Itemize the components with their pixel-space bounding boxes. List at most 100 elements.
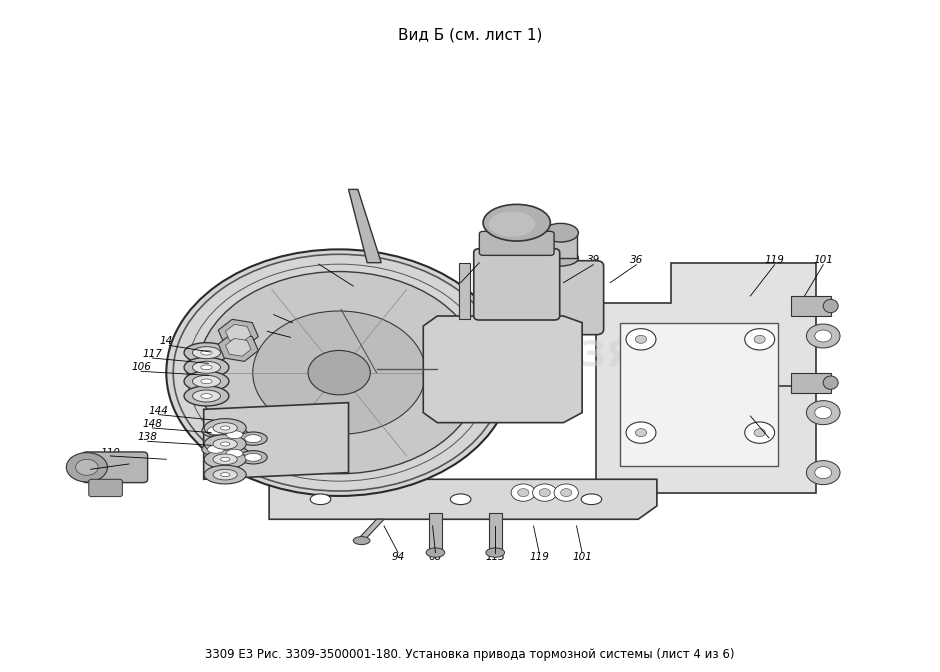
Text: 63: 63 [267, 306, 280, 316]
Ellipse shape [221, 472, 230, 476]
Circle shape [511, 484, 536, 501]
Ellipse shape [213, 423, 237, 433]
FancyBboxPatch shape [791, 373, 831, 392]
Circle shape [744, 329, 775, 350]
FancyBboxPatch shape [545, 233, 576, 258]
Ellipse shape [489, 212, 536, 237]
Text: 39: 39 [587, 255, 600, 265]
Circle shape [635, 429, 647, 437]
Ellipse shape [193, 362, 221, 374]
Circle shape [626, 422, 656, 444]
Ellipse shape [244, 435, 261, 443]
Ellipse shape [221, 428, 248, 442]
Circle shape [166, 249, 512, 496]
Circle shape [626, 329, 656, 350]
Circle shape [754, 335, 765, 343]
Text: 106: 106 [132, 362, 151, 372]
Ellipse shape [486, 548, 505, 557]
Circle shape [807, 460, 840, 485]
Ellipse shape [543, 223, 578, 242]
Ellipse shape [193, 376, 221, 387]
Circle shape [744, 422, 775, 444]
Ellipse shape [221, 426, 230, 430]
Circle shape [308, 351, 370, 395]
Circle shape [815, 466, 832, 478]
Ellipse shape [184, 343, 229, 363]
Text: 24: 24 [473, 253, 486, 262]
Ellipse shape [483, 204, 550, 241]
Text: Вид Б (см. лист 1): Вид Б (см. лист 1) [398, 28, 542, 42]
Ellipse shape [239, 451, 267, 464]
Text: 36: 36 [630, 255, 643, 265]
Ellipse shape [227, 450, 243, 457]
Ellipse shape [201, 394, 212, 398]
Circle shape [560, 489, 572, 497]
Polygon shape [423, 316, 582, 423]
Text: 101: 101 [572, 552, 592, 562]
Text: 94: 94 [391, 552, 405, 562]
Ellipse shape [202, 424, 230, 437]
FancyBboxPatch shape [88, 479, 122, 497]
Circle shape [518, 489, 529, 497]
Ellipse shape [213, 469, 237, 480]
Text: 119: 119 [529, 552, 549, 562]
Circle shape [533, 484, 556, 501]
Circle shape [540, 489, 550, 497]
Circle shape [635, 335, 647, 343]
Ellipse shape [310, 494, 331, 505]
Circle shape [197, 271, 481, 474]
Ellipse shape [193, 347, 221, 359]
Circle shape [815, 407, 832, 419]
Text: 119: 119 [765, 255, 785, 265]
Ellipse shape [353, 537, 370, 544]
FancyBboxPatch shape [479, 231, 554, 255]
Ellipse shape [184, 386, 229, 406]
FancyBboxPatch shape [429, 513, 442, 552]
FancyBboxPatch shape [519, 261, 603, 335]
Text: 144: 144 [149, 406, 169, 416]
Ellipse shape [213, 454, 237, 464]
FancyBboxPatch shape [791, 296, 831, 316]
Ellipse shape [204, 465, 246, 484]
Ellipse shape [204, 450, 246, 468]
Circle shape [75, 459, 98, 475]
FancyBboxPatch shape [459, 263, 470, 319]
Text: 3309 Е3 Рис. 3309-3500001-180. Установка привода тормозной системы (лист 4 из 6): 3309 Е3 Рис. 3309-3500001-180. Установка… [205, 648, 735, 661]
Ellipse shape [450, 494, 471, 505]
Ellipse shape [221, 457, 230, 461]
Circle shape [554, 484, 578, 501]
Ellipse shape [543, 250, 578, 266]
Ellipse shape [239, 432, 267, 446]
Polygon shape [269, 479, 657, 519]
Ellipse shape [426, 548, 445, 557]
Ellipse shape [193, 390, 221, 402]
Ellipse shape [201, 350, 212, 355]
Polygon shape [360, 519, 384, 539]
Ellipse shape [184, 372, 229, 391]
Polygon shape [349, 190, 382, 263]
Polygon shape [596, 263, 816, 493]
Text: 148: 148 [142, 419, 163, 429]
Ellipse shape [201, 379, 212, 384]
Text: 68: 68 [429, 552, 442, 562]
Ellipse shape [244, 454, 261, 461]
Text: 110: 110 [101, 448, 120, 458]
Ellipse shape [213, 439, 237, 450]
Ellipse shape [201, 365, 212, 370]
Text: 101: 101 [813, 255, 833, 265]
Ellipse shape [823, 376, 838, 389]
FancyBboxPatch shape [474, 249, 559, 320]
Text: 143: 143 [159, 336, 179, 346]
Text: ПЛАНЕТА ЖЕЛЕЗЯКА: ПЛАНЕТА ЖЕЛЕЗЯКА [248, 339, 692, 373]
FancyBboxPatch shape [619, 323, 778, 466]
Text: 136: 136 [81, 461, 101, 471]
FancyBboxPatch shape [82, 452, 148, 482]
Text: 29: 29 [312, 255, 325, 264]
Ellipse shape [184, 358, 229, 377]
Ellipse shape [581, 494, 602, 505]
Text: 113: 113 [485, 552, 505, 562]
Polygon shape [204, 403, 349, 479]
Ellipse shape [221, 442, 230, 446]
Circle shape [807, 324, 840, 348]
Text: 67: 67 [762, 437, 775, 448]
